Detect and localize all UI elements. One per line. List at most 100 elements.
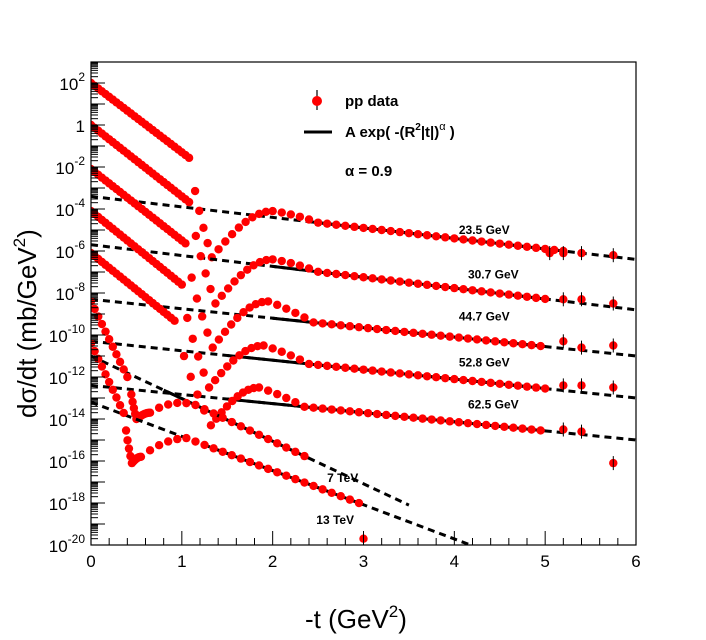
data-point (245, 457, 255, 467)
data-point (203, 238, 212, 248)
data-point (363, 323, 373, 333)
data-point (341, 221, 350, 230)
data-point (197, 312, 207, 321)
data-point (286, 258, 296, 268)
data-point (233, 313, 242, 323)
series-label: 44.7 GeV (459, 309, 510, 323)
data-point (354, 408, 364, 417)
data-point (309, 318, 318, 327)
data-point (187, 273, 196, 282)
series-group (91, 297, 410, 507)
data-point (500, 422, 509, 432)
legend-data-marker (312, 96, 322, 106)
data-point (91, 304, 99, 314)
y-tick-label: 10-14 (49, 406, 86, 430)
data-point (332, 362, 341, 372)
data-point (108, 385, 118, 394)
y-tick-label: 10-10 (49, 322, 86, 346)
data-point (422, 231, 432, 240)
data-point (304, 359, 314, 369)
data-point (318, 319, 327, 328)
data-point (263, 434, 273, 444)
data-point (241, 217, 250, 227)
data-point (208, 343, 217, 352)
data-point (221, 237, 230, 246)
data-point (112, 393, 121, 402)
data-point (431, 373, 441, 382)
data-point (214, 335, 224, 344)
series-label: 62.5 GeV (468, 398, 519, 412)
data-point (227, 230, 237, 239)
data-point (154, 403, 164, 412)
data-point (173, 398, 182, 408)
data-point (173, 434, 182, 444)
y-axis: 10-20 10-18 10-16 10-14 10-12 10-10 10-8 10-6 10… (49, 61, 105, 556)
data-point (214, 245, 223, 254)
data-point (196, 251, 205, 261)
data-point (468, 236, 477, 245)
data-point (190, 186, 200, 196)
data-point (350, 364, 359, 373)
y-tick-label: 102 (59, 70, 85, 94)
data-point (509, 423, 518, 432)
data-point (145, 408, 155, 417)
data-point (182, 398, 191, 408)
data-point (463, 334, 473, 343)
data-point (282, 471, 291, 480)
data-point (104, 377, 114, 387)
data-point (327, 488, 336, 497)
series-label: 52.8 GeV (459, 356, 510, 370)
data-point (354, 498, 364, 508)
series-label: 30.7 GeV (468, 267, 519, 281)
data-point (300, 478, 309, 487)
data-point (504, 290, 514, 299)
series-group (91, 120, 636, 312)
data-point (450, 374, 459, 384)
series-label: 23.5 GeV (459, 223, 510, 237)
data-point (441, 282, 450, 292)
data-point (418, 414, 427, 423)
data-point (345, 407, 355, 416)
data-point (436, 416, 445, 425)
data-point (413, 279, 423, 288)
data-point (336, 321, 345, 330)
data-point (332, 220, 341, 229)
data-point (268, 344, 277, 353)
legend-alpha-text: α = 0.9 (345, 163, 392, 180)
data-point (199, 223, 208, 233)
data-point (210, 376, 220, 385)
data-point (259, 341, 268, 350)
data-point (422, 372, 432, 381)
y-axis-title: dσ/dt (mb/GeV2) (10, 229, 42, 418)
data-point (522, 242, 532, 251)
data-point (509, 339, 518, 348)
data-point (209, 444, 218, 453)
data-point (123, 436, 132, 445)
data-point (235, 351, 244, 360)
data-point (359, 223, 368, 233)
data-point (540, 294, 550, 304)
data-point (527, 425, 536, 434)
data-point (372, 409, 382, 419)
data-point (193, 352, 203, 361)
data-point (121, 426, 131, 435)
data-point (377, 275, 386, 284)
data-point (243, 265, 252, 274)
data-point (486, 238, 495, 247)
data-point (318, 404, 327, 413)
data-point (422, 280, 432, 290)
data-point (236, 270, 246, 280)
data-point (454, 418, 464, 427)
data-point (268, 206, 277, 216)
data-point (445, 417, 454, 426)
data-point (418, 329, 427, 338)
data-point (354, 322, 364, 332)
data-point (350, 271, 359, 281)
series-group (91, 339, 475, 545)
data-point (382, 325, 391, 335)
data-point (359, 365, 368, 374)
data-point (191, 437, 200, 446)
data-point (441, 233, 450, 242)
data-point (450, 283, 459, 293)
data-point (345, 322, 355, 331)
